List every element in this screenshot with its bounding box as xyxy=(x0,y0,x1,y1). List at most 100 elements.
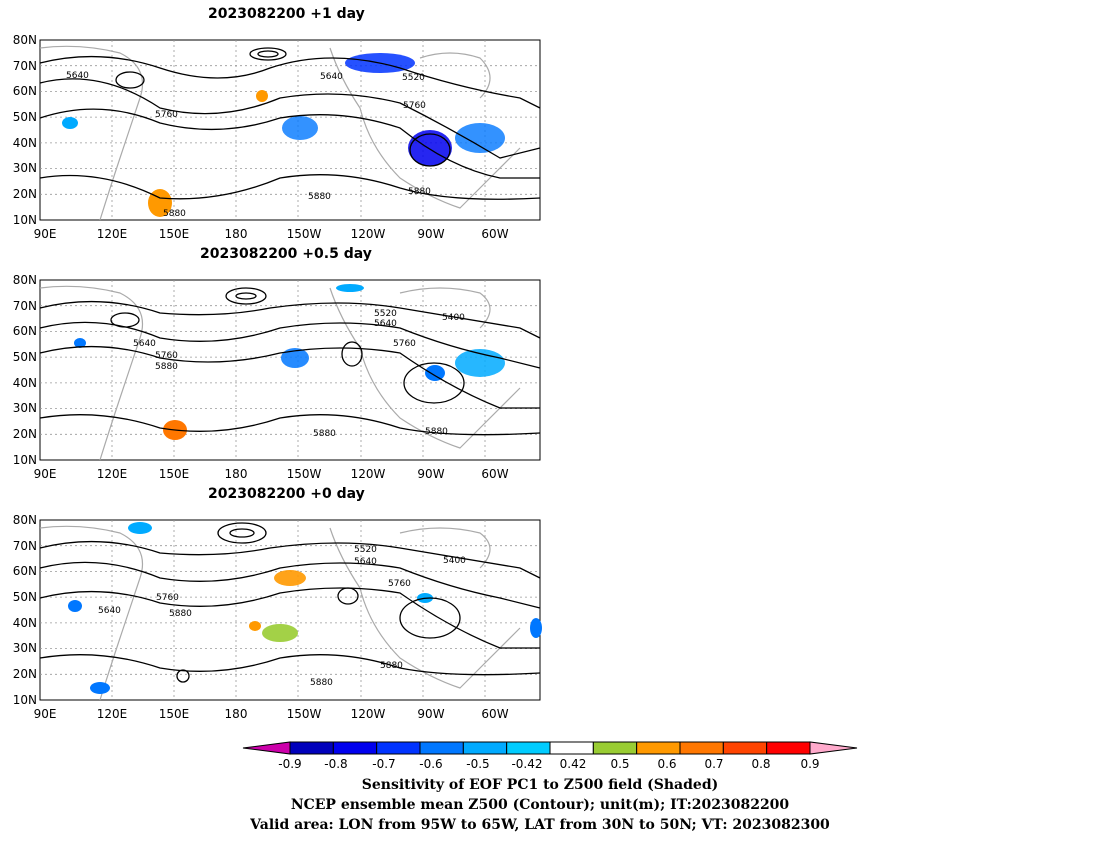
panel-2-title: 2023082200 +0.5 day xyxy=(200,246,372,262)
x-tick-label: 90W xyxy=(417,467,444,481)
panel-3-title: 2023082200 +0 day xyxy=(208,486,365,502)
colorbar-cell xyxy=(289,741,334,755)
contour-label: 5880 xyxy=(169,609,192,619)
colorbar-tick-label: 0.42 xyxy=(560,757,587,771)
x-tick-label: 180 xyxy=(225,467,248,481)
colorbar-cell xyxy=(766,741,811,755)
contour-label: 5760 xyxy=(403,101,426,111)
x-tick-label: 150W xyxy=(287,707,322,721)
contour-label: 5880 xyxy=(308,192,331,202)
colorbar-cell xyxy=(419,741,464,755)
y-tick-label: 50N xyxy=(13,110,37,124)
y-tick-label: 70N xyxy=(13,539,37,553)
x-tick-label: 150E xyxy=(159,467,190,481)
sensitivity-shading xyxy=(68,522,542,694)
colorbar-tick-label: 0.6 xyxy=(657,757,676,771)
contour-label: 5640 xyxy=(374,319,397,329)
x-tick-label: 120W xyxy=(351,707,386,721)
contour-label: 5880 xyxy=(425,427,448,437)
x-tick-label: 120E xyxy=(97,707,128,721)
map-panel-1: 5640 5640 5520 5760 5760 5880 5880 5880 … xyxy=(0,28,560,268)
y-tick-label: 20N xyxy=(13,667,37,681)
colorbar-cell xyxy=(462,741,508,755)
y-tick-label: 80N xyxy=(13,33,37,47)
x-tick-label: 60W xyxy=(481,467,508,481)
panel-1-title: 2023082200 +1 day xyxy=(208,6,365,22)
y-tick-label: 80N xyxy=(13,273,37,287)
y-tick-label: 50N xyxy=(13,350,37,364)
contour-label: 5880 xyxy=(408,187,431,197)
colorbar-tick-label: 0.5 xyxy=(610,757,629,771)
colorbar-tick-label: -0.9 xyxy=(278,757,301,771)
coastline xyxy=(39,45,521,221)
caption-line-1: Sensitivity of EOF PC1 to Z500 field (Sh… xyxy=(361,777,719,793)
contour-label: 5640 xyxy=(320,72,343,82)
colorbar: -0.9 -0.8 -0.7 -0.6 -0.5 -0.42 0.42 0.5 … xyxy=(235,738,865,774)
caption-line-3: Valid area: LON from 95W to 65W, LAT fro… xyxy=(250,817,830,833)
colorbar-tick-label: 0.8 xyxy=(751,757,770,771)
colorbar-cell xyxy=(722,741,768,755)
caption-line-2: NCEP ensemble mean Z500 (Contour); unit(… xyxy=(290,797,790,813)
x-tick-label: 120W xyxy=(351,227,386,241)
colorbar-svg: -0.9 -0.8 -0.7 -0.6 -0.5 -0.42 0.42 0.5 … xyxy=(242,741,858,771)
x-tick-label: 120E xyxy=(97,227,128,241)
map-panel-1-svg: 5640 5640 5520 5760 5760 5880 5880 5880 … xyxy=(13,33,541,241)
y-tick-label: 50N xyxy=(13,590,37,604)
contour-label: 5880 xyxy=(313,429,336,439)
y-tick-label: 40N xyxy=(13,376,37,390)
sensitivity-shading xyxy=(62,53,505,217)
contour-label: 5760 xyxy=(155,351,178,361)
y-tick-label: 60N xyxy=(13,564,37,578)
y-tick-label: 60N xyxy=(13,84,37,98)
colorbar-tick-label: -0.8 xyxy=(324,757,347,771)
x-tick-label: 120E xyxy=(97,467,128,481)
colorbar-cell xyxy=(376,741,421,755)
x-tick-label: 90W xyxy=(417,707,444,721)
x-tick-label: 120W xyxy=(351,467,386,481)
colorbar-tick-label: -0.6 xyxy=(419,757,442,771)
y-tick-label: 10N xyxy=(13,453,37,467)
colorbar-cell xyxy=(679,741,724,755)
colorbar-cell xyxy=(809,741,858,755)
x-tick-label: 90E xyxy=(34,467,57,481)
y-tick-label: 80N xyxy=(13,513,37,527)
x-tick-label: 150E xyxy=(159,227,190,241)
y-tick-label: 60N xyxy=(13,324,37,338)
x-tick-label: 90E xyxy=(34,707,57,721)
y-tick-label: 20N xyxy=(13,187,37,201)
y-tick-label: 40N xyxy=(13,136,37,150)
contour-label: 5760 xyxy=(155,110,178,120)
colorbar-tick-label: 0.7 xyxy=(704,757,723,771)
colorbar-tick-label: -0.5 xyxy=(466,757,489,771)
z500-contours xyxy=(39,47,541,200)
colorbar-tick-label: -0.42 xyxy=(511,757,542,771)
y-tick-label: 40N xyxy=(13,616,37,630)
x-tick-label: 60W xyxy=(481,227,508,241)
contour-label: 5640 xyxy=(66,71,89,81)
contour-label: 5880 xyxy=(163,209,186,219)
contour-label: 5520 xyxy=(402,73,425,83)
y-tick-label: 70N xyxy=(13,299,37,313)
y-tick-label: 30N xyxy=(13,161,37,175)
x-tick-label: 150W xyxy=(287,467,322,481)
x-tick-label: 90E xyxy=(34,227,57,241)
contour-label: 5880 xyxy=(155,362,178,372)
x-tick-label: 180 xyxy=(225,227,248,241)
colorbar-cell xyxy=(636,741,681,755)
colorbar-tick-label: -0.7 xyxy=(372,757,395,771)
x-tick-label: 180 xyxy=(225,707,248,721)
map-panel-3: 5520 5640 5400 5760 5640 5760 5880 5880 … xyxy=(0,508,560,748)
map-panel-2-svg: 5520 5640 5400 5640 5760 5880 5760 5880 … xyxy=(13,273,541,481)
contour-label: 5640 xyxy=(133,339,156,349)
y-tick-label: 30N xyxy=(13,401,37,415)
contour-label: 5880 xyxy=(310,678,333,688)
contour-label: 5640 xyxy=(98,606,121,616)
contour-label: 5760 xyxy=(388,579,411,589)
z500-contours xyxy=(39,287,541,436)
contour-label: 5400 xyxy=(442,313,465,323)
y-tick-label: 10N xyxy=(13,693,37,707)
x-tick-label: 90W xyxy=(417,227,444,241)
contour-label: 5880 xyxy=(380,661,403,671)
y-tick-label: 10N xyxy=(13,213,37,227)
x-tick-label: 60W xyxy=(481,707,508,721)
